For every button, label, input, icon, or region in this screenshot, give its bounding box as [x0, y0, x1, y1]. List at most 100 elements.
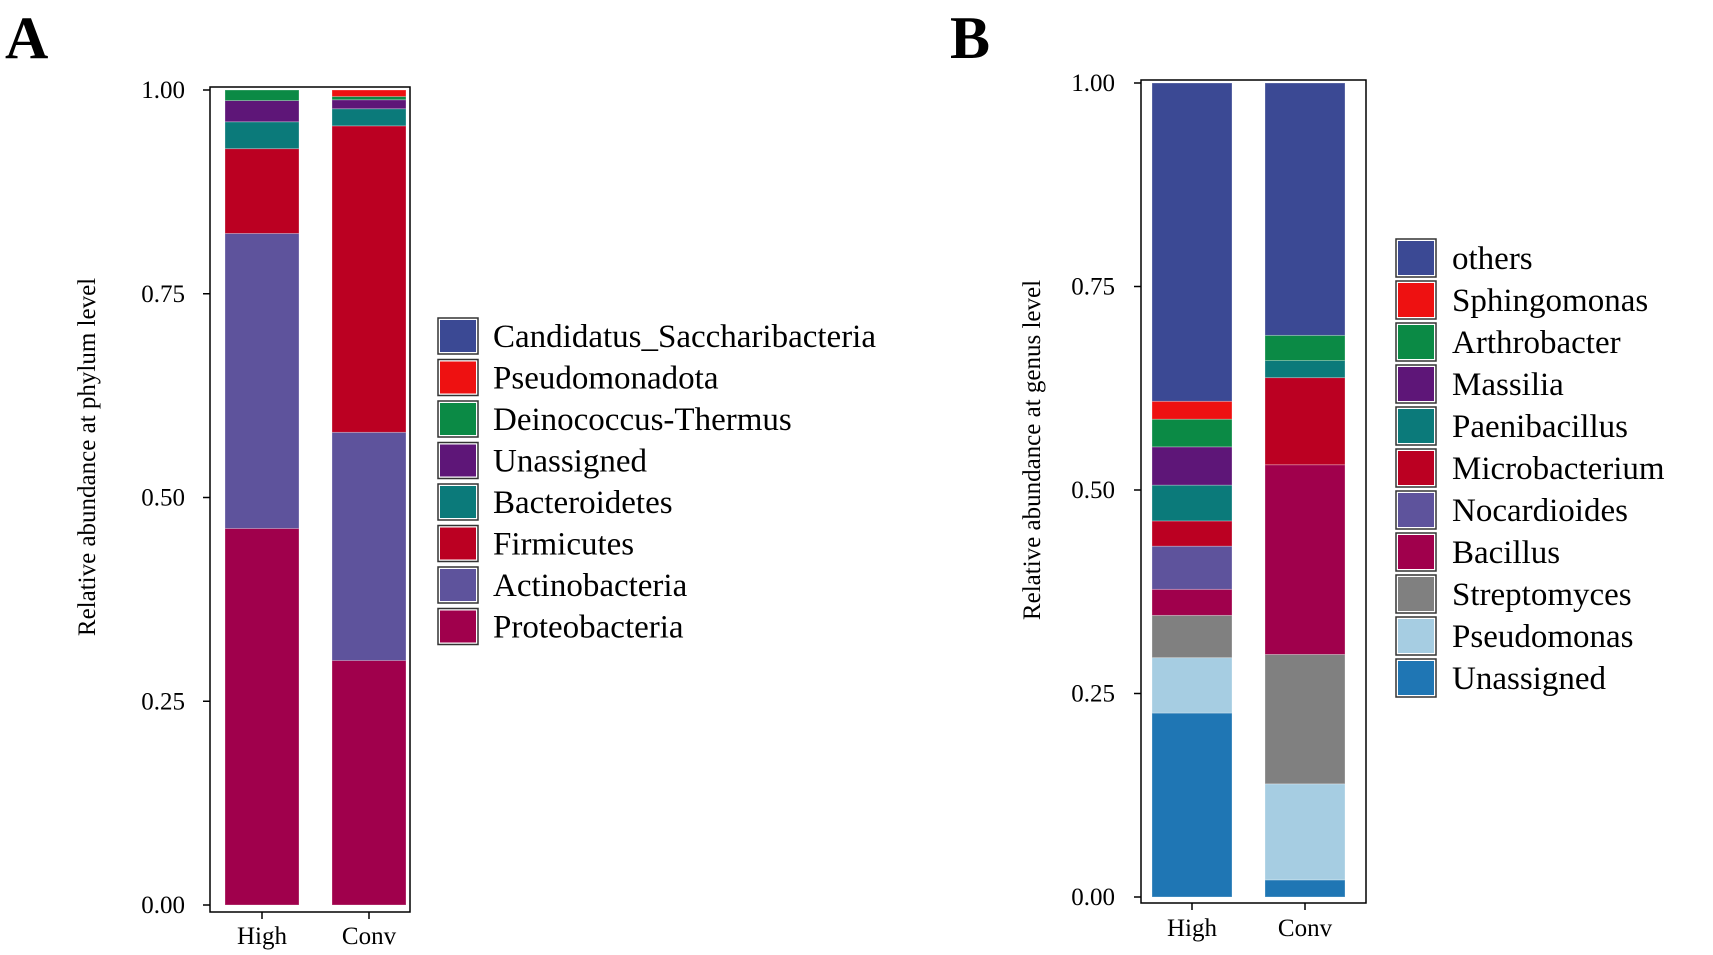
panel-a-legend-label-candidatus-saccharibacteria: Candidatus_Saccharibacteria — [493, 319, 876, 355]
panel-b-y-tick-label: 1.00 — [1071, 70, 1115, 97]
panel-a-bar-conv-firmicutes — [331, 125, 407, 433]
panel-a-x-tick-label-conv: Conv — [342, 923, 397, 950]
panel-b-legend-swatch-unassigned — [1398, 661, 1434, 695]
panel-b-legend-swatch-nocardioides — [1398, 493, 1434, 527]
panel-a-legend-swatch-bacteroidetes — [440, 486, 476, 518]
panel-b-legend-label-pseudomonas: Pseudomonas — [1452, 619, 1634, 655]
panel-b-letter: B — [950, 5, 990, 71]
panel-b-x-tick-label-high: High — [1167, 915, 1218, 942]
panel-b-bar-high-sphingomonas — [1151, 400, 1233, 420]
panel-b-y-tick-label: 0.50 — [1071, 477, 1115, 504]
panel-a-y-tick-label: 0.50 — [141, 485, 185, 512]
panel-b-plot-frame — [1140, 79, 1367, 904]
panel-b-bar-high-paenibacillus — [1151, 484, 1233, 522]
panel-b-bar-high-microbacterium — [1151, 520, 1233, 547]
panel-a-bar-conv-unassigned — [331, 99, 407, 110]
panel-a-bar-high-firmicutes — [224, 148, 300, 234]
panel-b-legend-swatch-others — [1398, 241, 1434, 275]
panel-b-bar-conv-streptomyces — [1264, 654, 1346, 785]
panel-a-bar-high-deinococcus-thermus — [224, 89, 300, 101]
panel-a-legend: Candidatus_Saccharibacteria Pseudomonadot… — [437, 317, 876, 646]
panel-a-legend-swatch-unassigned — [440, 444, 476, 477]
panel-a-letter: A — [5, 5, 48, 71]
panel-b-bar-high-nocardioides — [1151, 545, 1233, 590]
panel-a-x-tick-label-high: High — [237, 923, 288, 950]
panel-b-y-tick-label: 0.75 — [1071, 274, 1115, 301]
panel-b-bar-conv-unassigned — [1264, 879, 1346, 898]
panel-b-bars — [1151, 82, 1346, 898]
panel-b-legend-label-nocardioides: Nocardioides — [1452, 493, 1628, 529]
panel-b-legend-swatch-microbacterium — [1398, 451, 1434, 485]
panel-b-bar-high-arthrobacter — [1151, 418, 1233, 448]
panel-b-bar-conv-pseudomonas — [1264, 783, 1346, 881]
panel-a-x-axis-labels: High Conv — [237, 912, 397, 950]
panel-a-legend-swatch-candidatus-saccharibacteria — [440, 320, 476, 352]
panel-a-legend-swatch-pseudomonadota — [440, 361, 476, 394]
panel-b-legend-swatch-massilia — [1398, 367, 1434, 401]
panel-a-y-axis-ticks: 0.00 0.25 0.50 0.75 1.00 — [141, 77, 210, 919]
panel-b-legend-swatch-arthrobacter — [1398, 325, 1434, 359]
panel-b-y-tick-label: 0.00 — [1071, 884, 1115, 911]
panel-a-legend-swatch-actinobacteria — [440, 569, 476, 601]
panel-b-bar-high-pseudomonas — [1151, 657, 1233, 714]
panel-a-legend-label-proteobacteria: Proteobacteria — [493, 610, 684, 646]
panel-b-legend-swatch-bacillus — [1398, 535, 1434, 569]
panel-a-bar-conv-actinobacteria — [331, 431, 407, 661]
panel-a-legend-swatch-deinococcus-thermus — [440, 403, 476, 435]
panel-b-legend-label-others: others — [1452, 241, 1533, 277]
panel-b-bar-conv-paenibacillus — [1264, 360, 1346, 379]
panel-b-legend-swatch-sphingomonas — [1398, 283, 1434, 317]
panel-a-legend-swatch-firmicutes — [440, 527, 476, 560]
panel-b-bar-high-bacillus — [1151, 588, 1233, 616]
panel-b-bar-high-others — [1151, 82, 1233, 402]
panel-a-bars — [224, 89, 407, 906]
panel-a-bar-conv-deinococcus-thermus — [331, 96, 407, 101]
panel-a-bar-high-bacteroidetes — [224, 121, 300, 150]
panel-a-y-tick-label: 0.75 — [141, 281, 185, 308]
panel-a-legend-label-firmicutes: Firmicutes — [493, 527, 634, 563]
panel-b-bar-conv-arthrobacter — [1264, 334, 1346, 361]
panel-a-legend-label-deinococcus-thermus: Deinococcus-Thermus — [493, 402, 792, 438]
panel-a-legend-label-actinobacteria: Actinobacteria — [493, 568, 688, 604]
panel-b-bar-conv-others — [1264, 82, 1346, 336]
panel-b-legend-label-microbacterium: Microbacterium — [1452, 451, 1665, 487]
panel-a-y-tick-label: 1.00 — [141, 77, 185, 104]
panel-b-legend-swatch-pseudomonas — [1398, 619, 1434, 653]
panel-b-legend-label-streptomyces: Streptomyces — [1452, 577, 1632, 613]
panel-a-bar-high-unassigned — [224, 100, 300, 123]
panel-b-bar-conv-bacillus — [1264, 464, 1346, 655]
panel-b-legend-label-paenibacillus: Paenibacillus — [1452, 409, 1628, 445]
panel-b-x-axis-labels: High Conv — [1167, 903, 1333, 942]
panel-a-y-tick-label: 0.00 — [141, 892, 185, 919]
panel-a-legend-swatch-proteobacteria — [440, 610, 476, 643]
panel-a-legend-label-bacteroidetes: Bacteroidetes — [493, 485, 673, 521]
panel-b-legend-swatch-streptomyces — [1398, 577, 1434, 611]
panel-a-legend-label-unassigned: Unassigned — [493, 444, 647, 480]
panel-a-bar-conv-pseudomonadota — [331, 89, 407, 97]
panel-b-legend-label-sphingomonas: Sphingomonas — [1452, 283, 1648, 319]
panel-b-y-tick-label: 0.25 — [1071, 681, 1115, 708]
panel-a-y-tick-label: 0.25 — [141, 688, 185, 715]
panel-b-bar-high-massilia — [1151, 446, 1233, 486]
panel-a: A Relative abundance at phylum level 0.0… — [5, 5, 876, 950]
panel-b-bar-high-unassigned — [1151, 712, 1233, 898]
panel-a-legend-label-pseudomonadota: Pseudomonadota — [493, 361, 719, 397]
panel-b-legend-label-massilia: Massilia — [1452, 367, 1564, 403]
panel-b-x-tick-label-conv: Conv — [1278, 915, 1333, 942]
panel-b-legend-label-unassigned: Unassigned — [1452, 661, 1606, 697]
panel-a-bar-conv-bacteroidetes — [331, 108, 407, 127]
panel-a-plot-frame — [209, 86, 411, 913]
panel-b-bar-conv-microbacterium — [1264, 377, 1346, 466]
panel-b-bar-high-streptomyces — [1151, 614, 1233, 659]
panel-b-legend-swatch-paenibacillus — [1398, 409, 1434, 443]
panel-a-bar-high-actinobacteria — [224, 233, 300, 529]
panel-a-bar-conv-proteobacteria — [331, 660, 407, 906]
panel-a-bar-high-proteobacteria — [224, 528, 300, 906]
panel-b: B Relative abundance at genus level 0.00… — [950, 5, 1665, 942]
panel-b-legend-label-bacillus: Bacillus — [1452, 535, 1560, 571]
panel-b-legend-label-arthrobacter: Arthrobacter — [1452, 325, 1621, 361]
panel-b-y-axis-ticks: 0.00 0.25 0.50 0.75 1.00 — [1071, 70, 1141, 911]
panel-b-legend: others Sphingomonas Arthrobacter Massilia Pa… — [1395, 238, 1665, 698]
panel-a-y-axis-label: Relative abundance at phylum level — [74, 278, 101, 636]
